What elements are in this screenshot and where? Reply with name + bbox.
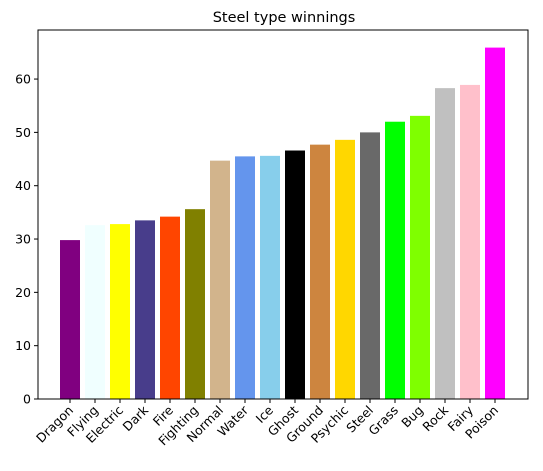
bar-water [235,156,255,399]
bar-bug [410,115,430,399]
y-tick-label: 60 [15,72,31,87]
bar-rock [435,88,455,399]
bar-steel [360,132,380,399]
x-axis: DragonFlyingElectricDarkFireFightingNorm… [33,399,501,448]
bar-grass [385,121,405,399]
y-tick-label: 40 [15,178,31,193]
y-tick-label: 0 [23,392,31,407]
plot-frame [37,29,529,400]
bar-ground [310,144,330,399]
bar-fairy [460,84,480,400]
bar-psychic [335,139,355,400]
y-axis: 0 10 20 30 40 50 60 [15,72,38,407]
bar-fighting [185,209,205,399]
bar-electric [110,224,130,399]
bar-ice [260,155,280,399]
bars-group [60,47,505,400]
x-tick-label-dark: Dark [120,402,152,434]
bar-dark [135,220,155,399]
bar-flying [85,225,105,399]
bar-fire [160,216,180,399]
bar-ghost [285,150,305,399]
bar-normal [210,160,230,399]
chart-title: Steel type winnings [213,10,356,26]
x-tick-label-rock: Rock [419,402,451,434]
bar-dragon [60,240,80,399]
y-tick-label: 10 [15,338,31,353]
y-tick-label: 20 [15,285,31,300]
bar-poison [485,47,505,399]
y-tick-label: 50 [15,125,31,140]
y-tick-label: 30 [15,232,31,247]
